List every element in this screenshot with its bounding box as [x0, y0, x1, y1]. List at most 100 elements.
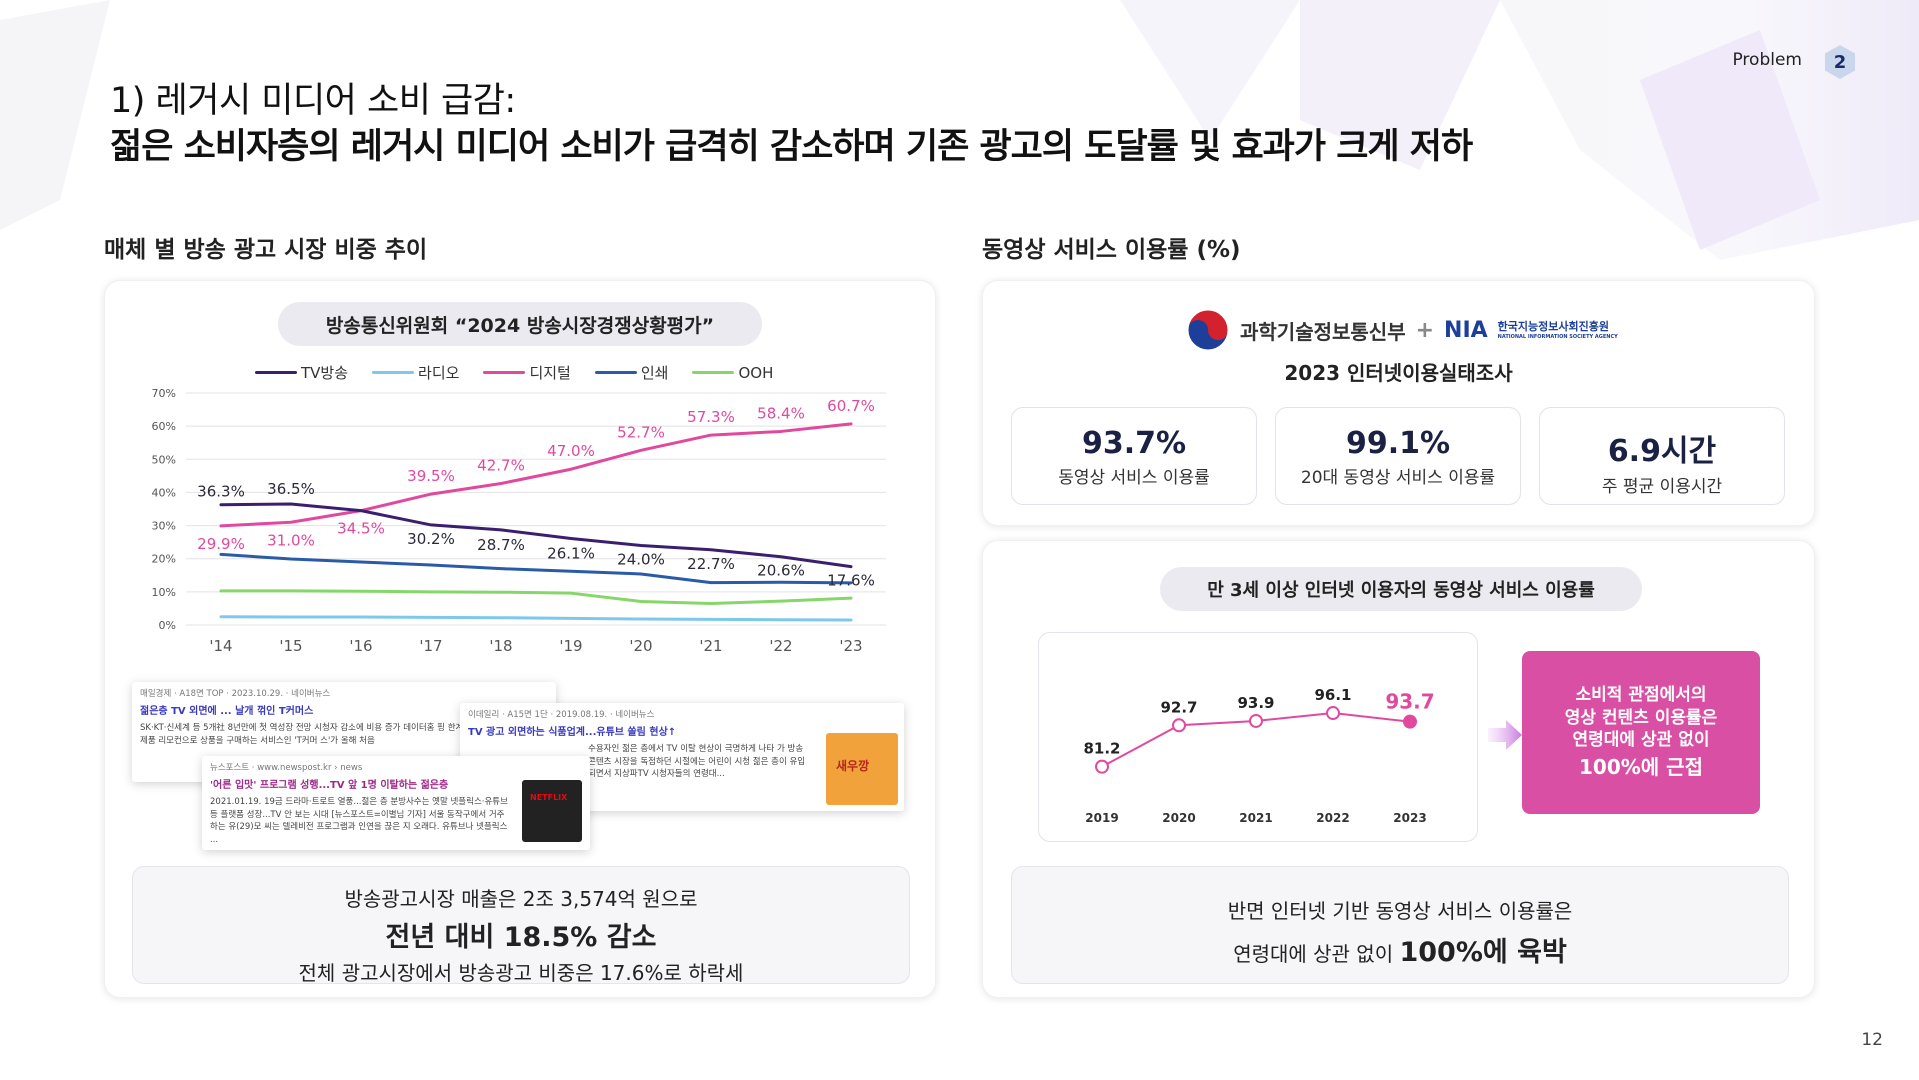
taegeuk-logo-icon: [1187, 309, 1229, 351]
legend-item-ooh: OOH: [692, 362, 773, 383]
data-label-digital: 57.3%: [687, 408, 735, 426]
data-label-digital: 47.0%: [547, 442, 595, 460]
data-point: [1172, 718, 1186, 733]
problem-tag-label: Problem: [1732, 50, 1802, 70]
chart-legend: TV방송 라디오 디지털 인쇄 OOH: [255, 362, 773, 383]
callout-line4: 100%에 근접: [1579, 755, 1703, 780]
summary-line2: 전년 대비 18.5% 감소: [385, 922, 657, 953]
netflix-thumbnail-text: NETFLIX: [530, 793, 568, 802]
x-tick-label: '23: [839, 637, 862, 655]
data-label-digital: 42.7%: [477, 456, 525, 474]
x-tick-label: '16: [349, 637, 372, 655]
data-point: [1403, 714, 1417, 729]
y-tick-label: 70%: [152, 387, 176, 400]
data-label-digital: 29.9%: [197, 535, 245, 553]
y-tick-label: 50%: [152, 453, 176, 466]
data-label-tv: 17.6%: [827, 572, 875, 590]
legend-swatch-ooh: [692, 371, 735, 374]
left-section-label: 매체 별 방송 광고 시장 비중 추이: [104, 237, 428, 263]
summary-line2-bold: 100%에 육박: [1399, 937, 1567, 968]
data-label-digital: 34.5%: [337, 520, 385, 538]
news-body: 수용자인 젊은 층에서 TV 이탈 현상이 극명하게 나타 가 방송 콘텐츠 시…: [588, 743, 806, 780]
y-tick-label: 60%: [152, 420, 176, 433]
data-label-digital: 39.5%: [407, 467, 455, 485]
source-pill: 방송통신위원회 “2024 방송시장경쟁상황평가”: [278, 302, 762, 346]
news-title[interactable]: TV 광고 외면하는 식품업계...유튜브 쏠림 현상↑: [468, 726, 677, 738]
page-number: 12: [1861, 1030, 1883, 1050]
survey-title: 2023 인터넷이용실태조사: [1284, 361, 1513, 385]
summary-line3: 전체 광고시장에서 방송광고 비중은 17.6%로 하락세: [298, 961, 744, 985]
stat-value: 6.9시간: [1607, 434, 1717, 469]
data-label: 93.9: [1237, 694, 1274, 712]
stat-label: 20대 동영상 서비스 이용률: [1300, 468, 1496, 488]
x-tick-label: '21: [699, 637, 722, 655]
data-point: [1249, 713, 1263, 728]
data-label-tv: 26.1%: [547, 544, 595, 562]
news-meta: 뉴스포스트 · www.newspost.kr › news: [210, 763, 363, 773]
legend-label-ooh: OOH: [738, 363, 774, 382]
series-line-radio: [219, 615, 853, 622]
legend-label-print: 인쇄: [640, 364, 669, 382]
legend-swatch-print: [594, 371, 637, 374]
page-title-line1: 1) 레거시 미디어 소비 급감:: [110, 81, 516, 121]
legend-item-digital: 디지털: [483, 362, 571, 383]
nia-english-name: NATIONAL INFORMATION SOCIETY AGENCY: [1497, 333, 1618, 340]
series-line-digital: [219, 422, 853, 528]
series-line-print: [219, 552, 853, 585]
legend-item-tv: TV방송: [255, 362, 348, 383]
series-line-ooh: [219, 589, 853, 605]
legend-label-digital: 디지털: [529, 364, 571, 382]
netflix-thumbnail-image: NETFLIX: [522, 780, 582, 842]
snack-thumbnail-text: 새우깡: [836, 759, 870, 773]
news-meta: 이데일리 · A15면 1단 · 2019.08.19. · 네이버뉴스: [468, 710, 655, 720]
nia-subtitle: 한국지능정보사회진흥원 NATIONAL INFORMATION SOCIETY…: [1498, 320, 1618, 339]
snack-thumbnail-image: 새우깡: [826, 733, 898, 805]
x-tick-label: 2022: [1316, 811, 1349, 825]
nia-korean-name: 한국지능정보사회진흥원: [1497, 320, 1609, 334]
x-tick-label: '15: [279, 637, 302, 655]
data-label-tv: 36.5%: [267, 480, 315, 498]
data-label-tv: 30.2%: [407, 530, 455, 548]
news-meta: 매일경제 · A18면 TOP · 2023.10.29. · 네이버뉴스: [140, 689, 331, 699]
x-tick-label: 2020: [1162, 811, 1195, 825]
news-body: 2021.01.19. 19금 드라마·트로트 열풍...젊은 층 분방사수는 …: [210, 796, 508, 845]
news-body: SK·KT·신세계 등 5개社 8년만에 첫 역성장 전망 시청자 감소에 비용…: [140, 722, 548, 746]
stat-card-usage-rate: 93.7% 동영상 서비스 이용률: [1011, 407, 1257, 505]
x-tick-label: '18: [489, 637, 512, 655]
video-usage-line-chart: 81.2 92.7 93.9 96.1 93.7 2019 2020 2021 2022 2023: [1083, 686, 1434, 825]
x-tick-label: '22: [769, 637, 792, 655]
stat-label: 동영상 서비스 이용률: [1058, 468, 1210, 488]
news-title[interactable]: 젊은층 TV 외면에 ... 날개 꺾인 T커머스: [140, 705, 314, 717]
ministry-name: 과학기술정보통신부: [1240, 319, 1406, 344]
organization-logos: 과학기술정보통신부 + NIA 한국지능정보사회진흥원 NATIONAL INF…: [1186, 308, 1618, 352]
data-label: 81.2: [1083, 740, 1120, 758]
legend-swatch-digital: [483, 371, 526, 374]
legend-item-print: 인쇄: [594, 362, 669, 383]
stat-card-weekly-hours: 6.9시간 주 평균 이용시간: [1539, 407, 1785, 505]
data-label-tv: 20.6%: [757, 562, 805, 580]
x-tick-label: '17: [419, 637, 442, 655]
data-label-tv: 24.0%: [617, 550, 665, 568]
news-title[interactable]: '어른 입맛' 프로그램 성행...TV 앞 1명 이탈하는 젊은층: [210, 779, 449, 791]
right-summary-box: 반면 인터넷 기반 동영상 서비스 이용률은 연령대에 상관 없이 100%에 …: [1011, 866, 1789, 984]
ad-share-line-chart: 0% 10% 20% 30% 40% 50% 60% 70% '14 '15 '16 '17 '18 '1…: [152, 387, 886, 655]
news-clipping-newspost[interactable]: 뉴스포스트 · www.newspost.kr › news '어른 입맛' 프…: [202, 756, 590, 850]
summary-line2-prefix: 연령대에 상관 없이: [1233, 942, 1400, 966]
x-tick-label: 2021: [1239, 811, 1272, 825]
video-chart-pill: 만 3세 이상 인터넷 이용자의 동영상 서비스 이용률: [1160, 567, 1642, 611]
data-label-digital: 52.7%: [617, 423, 665, 441]
data-label: 93.7: [1385, 690, 1434, 714]
series-line-tv: [219, 502, 853, 569]
plus-icon: +: [1415, 317, 1435, 343]
data-point: [1326, 706, 1340, 721]
callout-box: 소비적 관점에서의 영상 컨텐츠 이용률은 연령대에 상관 없이 100%에 근…: [1522, 651, 1760, 814]
summary-line2: 연령대에 상관 없이 100%에 육박: [1012, 930, 1788, 969]
background-decoration: [0, 0, 1919, 260]
nia-logo: NIA: [1444, 317, 1488, 343]
video-chart-frame: [1038, 632, 1478, 842]
legend-label-tv: TV방송: [301, 364, 349, 382]
legend-swatch-tv: [255, 371, 297, 374]
y-tick-label: 40%: [152, 486, 176, 499]
stat-value: 93.7%: [1081, 426, 1187, 461]
y-tick-label: 20%: [152, 553, 176, 566]
